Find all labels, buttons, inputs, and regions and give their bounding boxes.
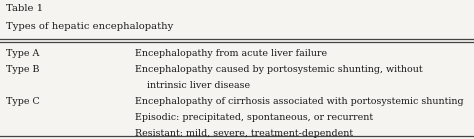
Text: Table 1: Table 1 <box>6 4 43 13</box>
Text: Type C: Type C <box>6 97 39 106</box>
Text: Encephalopathy of cirrhosis associated with portosystemic shunting: Encephalopathy of cirrhosis associated w… <box>135 97 464 106</box>
Text: Types of hepatic encephalopathy: Types of hepatic encephalopathy <box>6 22 173 31</box>
Text: Encephalopathy from acute liver failure: Encephalopathy from acute liver failure <box>135 49 327 58</box>
Text: Encephalopathy caused by portosystemic shunting, without: Encephalopathy caused by portosystemic s… <box>135 65 423 74</box>
Text: intrinsic liver disease: intrinsic liver disease <box>135 81 250 90</box>
Text: Type B: Type B <box>6 65 39 74</box>
Text: Episodic: precipitated, spontaneous, or recurrent: Episodic: precipitated, spontaneous, or … <box>135 113 373 122</box>
Text: Resistant: mild, severe, treatment-dependent: Resistant: mild, severe, treatment-depen… <box>135 129 353 138</box>
Text: Type A: Type A <box>6 49 39 58</box>
